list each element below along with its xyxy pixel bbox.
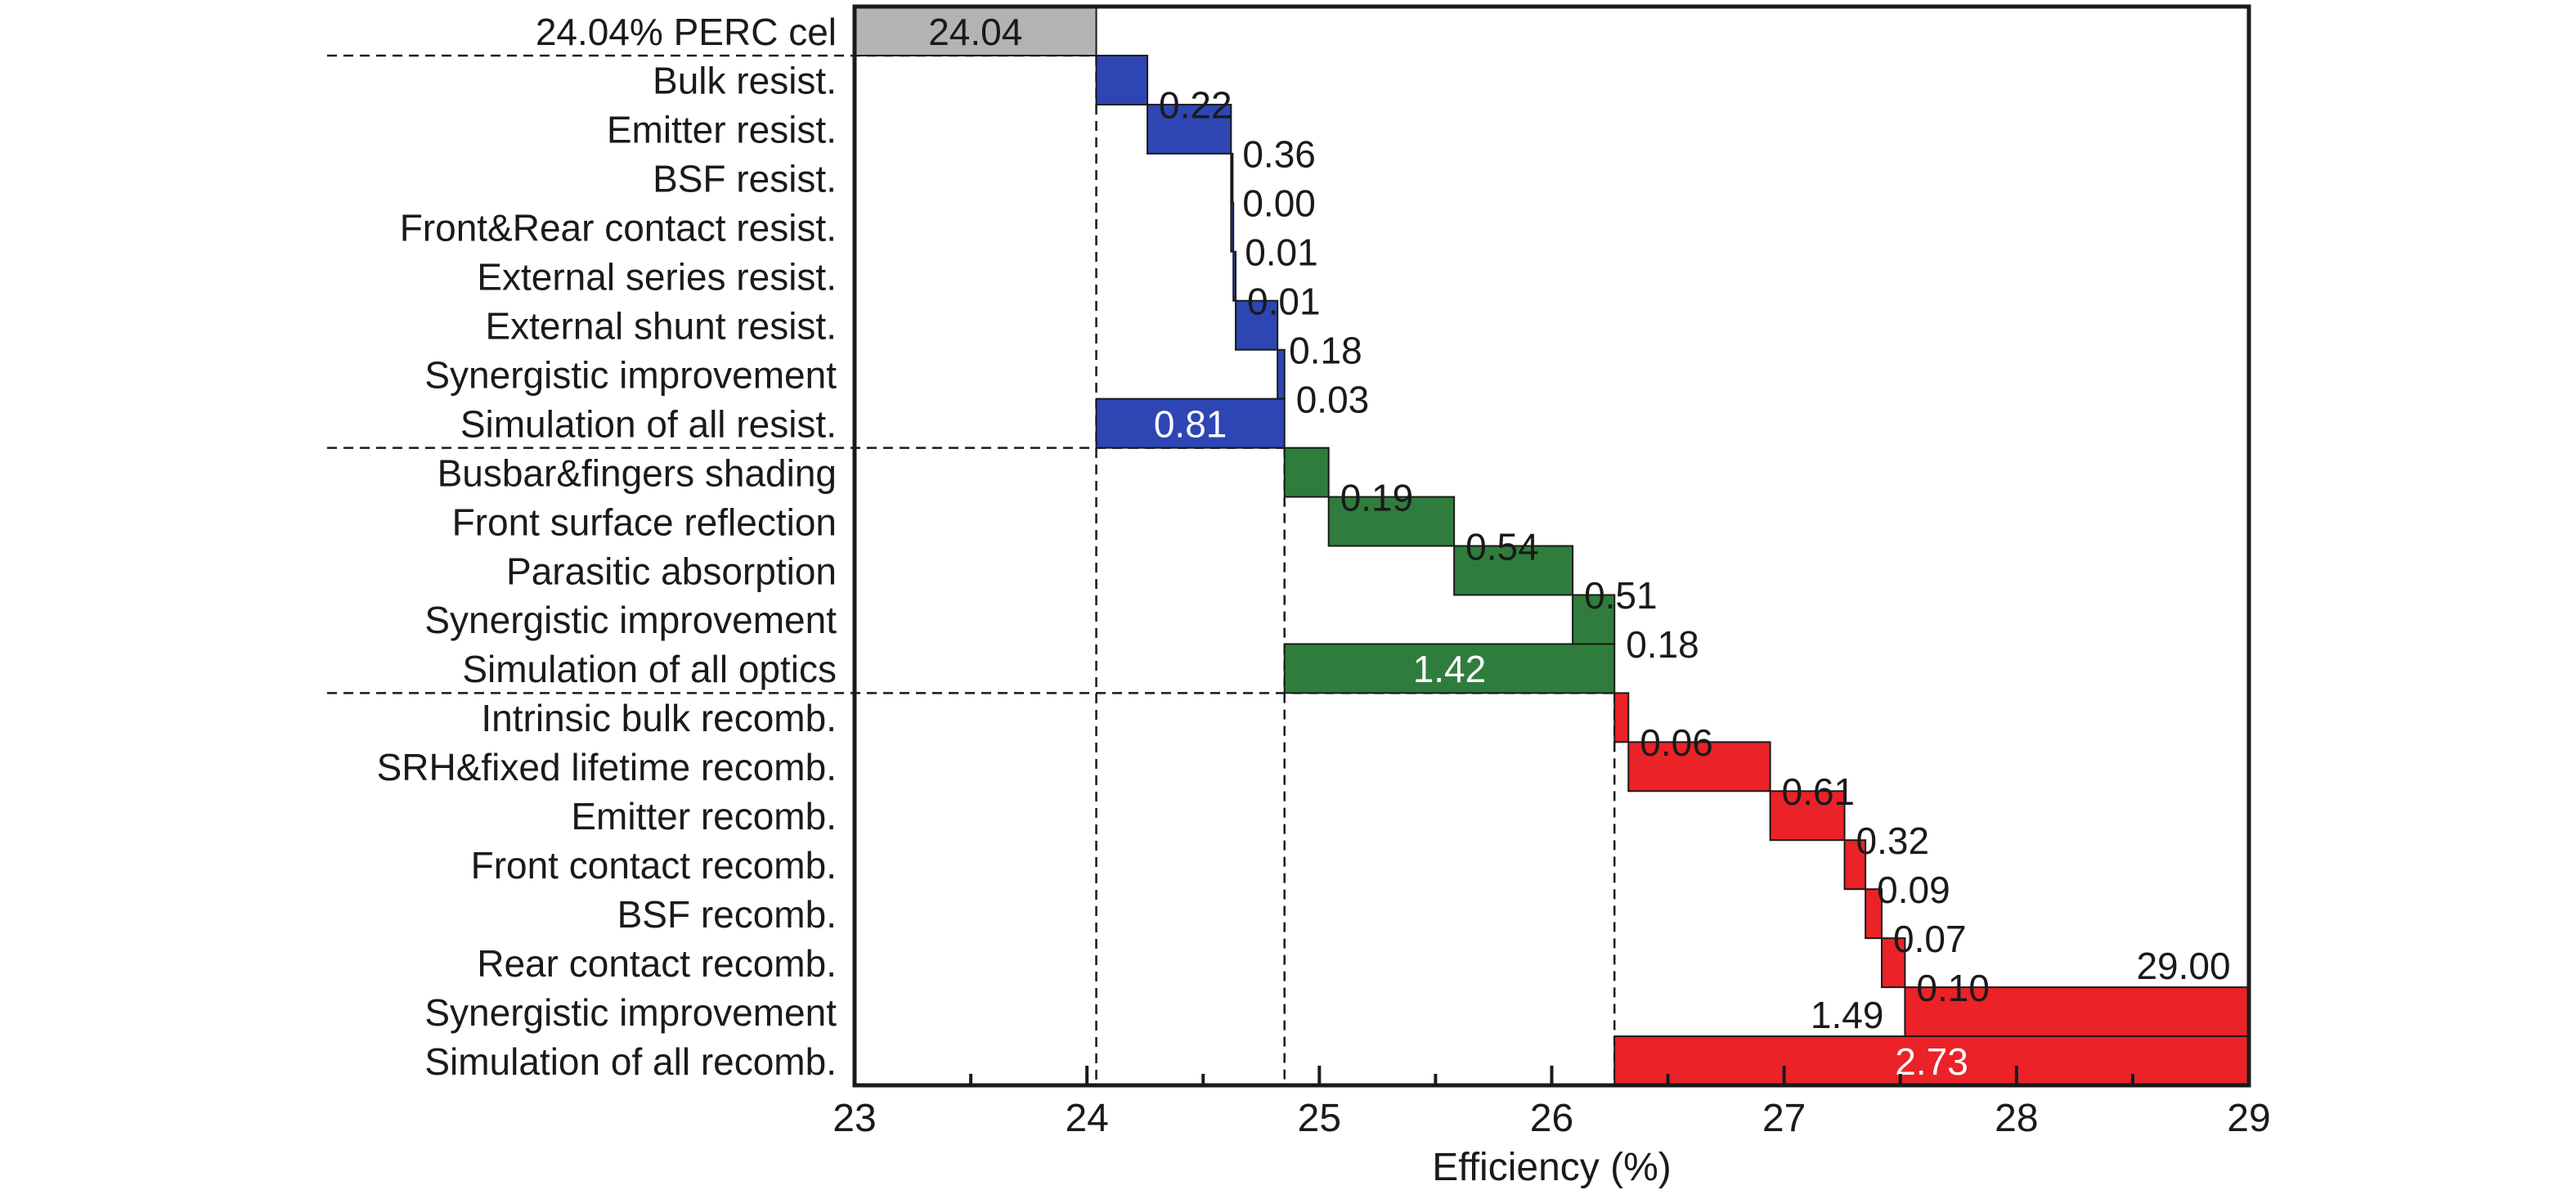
bar-15 <box>1627 741 1771 793</box>
value-labels-layer: 24.04 0.220.36 0.00 0.01 0.01 0.18 0.03 0.81 0.1… <box>928 11 1990 1083</box>
category-label-0: 24.04% PERC cel <box>536 11 837 53</box>
x-tick-label-25: 25 <box>1298 1097 1341 1140</box>
value-label-20: 1.49 <box>1811 994 1884 1036</box>
category-label-4: Front&Rear contact resist. <box>400 207 837 249</box>
bar-4 <box>1230 201 1235 253</box>
bar-1 <box>1095 54 1149 106</box>
value-label-14: 0.06 <box>1640 721 1713 764</box>
bar-7 <box>1277 348 1286 400</box>
bar-20 <box>1904 986 2251 1038</box>
category-label-19: Rear contact recomb. <box>477 942 837 985</box>
category-label-15: SRH&fixed lifetime recomb. <box>377 746 837 788</box>
bar-18 <box>1865 888 1883 940</box>
bar-5 <box>1232 250 1237 302</box>
bar-13 <box>1283 643 1616 694</box>
category-label-9: Busbar&fingers shading <box>438 451 837 494</box>
bar-19 <box>1881 937 1906 989</box>
bar-16 <box>1769 790 1846 842</box>
value-label-1: 0.22 <box>1159 84 1232 127</box>
value-label-21: 2.73 <box>1895 1040 1968 1083</box>
x-tick-label-28: 28 <box>1995 1097 2038 1140</box>
category-label-2: Emitter resist. <box>607 109 837 151</box>
category-label-3: BSF resist. <box>653 158 837 200</box>
x-tick-label-27: 27 <box>1762 1097 1806 1140</box>
value-label-7: 0.03 <box>1296 378 1370 420</box>
value-label-17: 0.09 <box>1877 869 1950 911</box>
x-tick-label-29: 29 <box>2227 1097 2270 1140</box>
bar-10 <box>1327 496 1456 547</box>
category-label-20: Synergistic improvement <box>424 991 837 1034</box>
category-label-7: Synergistic improvement <box>424 353 837 396</box>
category-label-16: Emitter recomb. <box>571 795 837 838</box>
value-label-13: 1.42 <box>1413 648 1487 690</box>
category-label-21: Simulation of all recomb. <box>424 1040 837 1083</box>
value-label-0: 24.04 <box>928 11 1022 53</box>
category-label-12: Synergistic improvement <box>424 599 837 641</box>
category-label-6: External shunt resist. <box>485 304 837 347</box>
category-labels-layer: 24.04% PERC cel Bulk resist. Emitter resis… <box>377 11 837 1083</box>
category-label-18: BSF recomb. <box>617 893 837 936</box>
value-label-2: 0.36 <box>1242 133 1316 176</box>
value-label-12: 0.18 <box>1626 623 1699 666</box>
category-label-11: Parasitic absorption <box>506 550 837 592</box>
bar-9 <box>1283 447 1330 498</box>
x-tick-label-24: 24 <box>1065 1097 1108 1140</box>
category-label-5: External series resist. <box>477 256 837 299</box>
value-label-3: 0.00 <box>1242 182 1316 225</box>
category-label-8: Simulation of all resist. <box>460 402 837 445</box>
value-label-16: 0.32 <box>1856 820 1930 862</box>
value-label-10: 0.54 <box>1465 525 1539 568</box>
x-axis-layer: 23 24 25 26 27 28 29 <box>832 4 2271 1140</box>
value-label-11: 0.51 <box>1584 574 1658 617</box>
bar-8 <box>1095 397 1286 449</box>
value-label-8: 0.81 <box>1154 402 1227 445</box>
x-tick-label-26: 26 <box>1530 1097 1573 1140</box>
bar-14 <box>1613 692 1630 743</box>
value-label-15: 0.61 <box>1782 770 1856 813</box>
category-label-14: Intrinsic bulk recomb. <box>481 697 837 739</box>
bar-3 <box>1230 152 1234 204</box>
category-label-17: Front contact recomb. <box>471 844 837 887</box>
bar-17 <box>1843 839 1867 891</box>
category-label-10: Front surface reflection <box>452 501 837 543</box>
value-label-4: 0.01 <box>1245 231 1318 274</box>
x-tick-label-23: 23 <box>832 1097 876 1140</box>
bars-layer <box>854 6 2251 1086</box>
bar-21 <box>1613 1035 2250 1086</box>
category-label-13: Simulation of all optics <box>462 648 837 690</box>
bar-0 <box>854 6 1097 56</box>
bar-6 <box>1235 299 1279 351</box>
value-label-18: 0.07 <box>1893 918 1967 960</box>
bar-12 <box>1572 594 1616 645</box>
bar-11 <box>1453 545 1574 596</box>
bar-2 <box>1147 103 1232 155</box>
value-label-9: 0.19 <box>1340 476 1414 519</box>
x-axis-title: Efficiency (%) <box>1432 1146 1672 1189</box>
value-label-19: 0.10 <box>1916 967 1990 1009</box>
category-label-1: Bulk resist. <box>653 60 837 102</box>
annotation-total-efficiency: 29.00 <box>2136 945 2230 987</box>
value-label-5: 0.01 <box>1247 281 1321 323</box>
value-label-6: 0.18 <box>1289 329 1362 371</box>
